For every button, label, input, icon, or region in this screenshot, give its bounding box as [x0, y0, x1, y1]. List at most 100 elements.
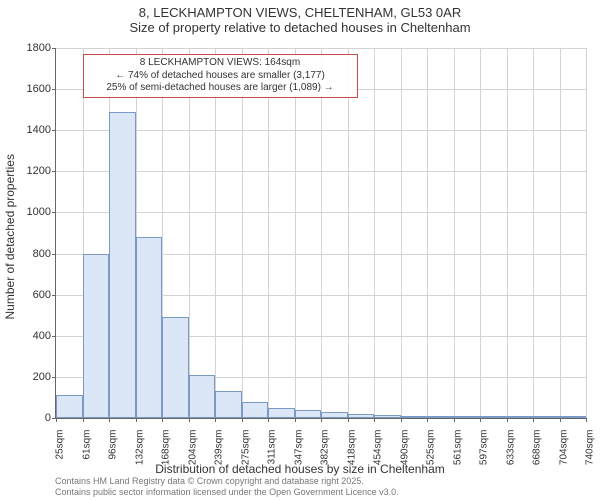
x-tick-mark: [480, 418, 481, 422]
title-line-2: Size of property relative to detached ho…: [0, 20, 600, 35]
x-tick-label: 25sqm: [55, 430, 66, 460]
x-tick-label: 740sqm: [585, 430, 596, 466]
chart-container: 8, LECKHAMPTON VIEWS, CHELTENHAM, GL53 0…: [0, 0, 600, 500]
x-tick-label: 204sqm: [187, 430, 198, 466]
x-tick-mark: [533, 418, 534, 422]
y-tick-label: 1200: [27, 165, 56, 177]
x-tick-mark: [401, 418, 402, 422]
histogram-bar: [454, 416, 481, 418]
annotation-box: 8 LECKHAMPTON VIEWS: 164sqm ← 74% of det…: [83, 54, 358, 98]
x-tick-mark: [560, 418, 561, 422]
title-line-1: 8, LECKHAMPTON VIEWS, CHELTENHAM, GL53 0…: [0, 5, 600, 20]
x-tick-label: 668sqm: [532, 430, 543, 466]
x-tick-mark: [507, 418, 508, 422]
grid-line: [507, 48, 508, 418]
x-tick-label: 239sqm: [214, 430, 225, 466]
y-tick-label: 1800: [27, 42, 56, 54]
x-tick-mark: [321, 418, 322, 422]
grid-line: [480, 48, 481, 418]
y-tick-label: 1600: [27, 83, 56, 95]
y-tick-label: 400: [33, 330, 56, 342]
grid-line: [427, 48, 428, 418]
grid-line: [348, 48, 349, 418]
grid-line: [533, 48, 534, 418]
x-tick-mark: [586, 418, 587, 422]
histogram-bar: [507, 416, 534, 418]
histogram-bar: [427, 416, 454, 418]
x-tick-label: 454sqm: [373, 430, 384, 466]
grid-line: [374, 48, 375, 418]
x-tick-mark: [136, 418, 137, 422]
grid-line: [268, 48, 269, 418]
x-tick-label: 418sqm: [346, 430, 357, 466]
footer-line-1: Contains HM Land Registry data © Crown c…: [55, 476, 399, 487]
x-tick-mark: [56, 418, 57, 422]
x-tick-label: 311sqm: [267, 430, 278, 465]
histogram-bar: [295, 410, 322, 418]
y-tick-label: 0: [45, 412, 56, 424]
x-tick-label: 525sqm: [426, 430, 437, 466]
x-tick-mark: [109, 418, 110, 422]
histogram-bar: [321, 412, 348, 418]
x-tick-label: 382sqm: [320, 430, 331, 466]
y-tick-label: 1000: [27, 206, 56, 218]
plot-area: 02004006008001000120014001600180025sqm61…: [55, 48, 586, 419]
y-axis-label: Number of detached properties: [3, 85, 17, 250]
x-tick-label: 633sqm: [505, 430, 516, 466]
x-tick-label: 490sqm: [399, 430, 410, 466]
x-tick-label: 132sqm: [134, 430, 145, 466]
histogram-bar: [560, 416, 587, 418]
x-tick-label: 561sqm: [452, 430, 463, 466]
x-tick-mark: [162, 418, 163, 422]
grid-line: [560, 48, 561, 418]
grid-line: [189, 48, 190, 418]
x-tick-mark: [427, 418, 428, 422]
grid-line: [242, 48, 243, 418]
x-tick-mark: [268, 418, 269, 422]
y-tick-label: 600: [33, 289, 56, 301]
x-tick-mark: [215, 418, 216, 422]
histogram-bar: [480, 416, 507, 418]
histogram-bar: [348, 414, 375, 418]
histogram-bar: [83, 254, 110, 418]
histogram-bar: [109, 112, 136, 418]
annotation-line-3: 25% of semi-detached houses are larger (…: [88, 82, 353, 95]
x-tick-label: 275sqm: [240, 430, 251, 466]
grid-line: [586, 48, 587, 418]
y-tick-label: 1400: [27, 124, 56, 136]
x-tick-mark: [454, 418, 455, 422]
x-tick-mark: [295, 418, 296, 422]
x-axis-label: Distribution of detached houses by size …: [0, 462, 600, 476]
x-tick-label: 347sqm: [293, 430, 304, 466]
histogram-bar: [401, 416, 428, 418]
grid-line: [295, 48, 296, 418]
x-tick-label: 168sqm: [161, 430, 172, 466]
histogram-bar: [189, 375, 216, 418]
x-tick-mark: [83, 418, 84, 422]
x-tick-label: 597sqm: [479, 430, 490, 466]
y-tick-label: 800: [33, 248, 56, 260]
annotation-line-2: ← 74% of detached houses are smaller (3,…: [88, 70, 353, 83]
x-tick-mark: [348, 418, 349, 422]
histogram-bar: [268, 408, 295, 418]
chart-title: 8, LECKHAMPTON VIEWS, CHELTENHAM, GL53 0…: [0, 5, 600, 35]
grid-line: [321, 48, 322, 418]
histogram-bar: [162, 317, 189, 418]
x-tick-mark: [374, 418, 375, 422]
x-tick-mark: [189, 418, 190, 422]
histogram-bar: [533, 416, 560, 418]
x-tick-mark: [242, 418, 243, 422]
x-tick-label: 96sqm: [108, 430, 119, 460]
histogram-bar: [374, 415, 401, 418]
y-tick-label: 200: [33, 371, 56, 383]
footer: Contains HM Land Registry data © Crown c…: [55, 476, 399, 498]
annotation-line-1: 8 LECKHAMPTON VIEWS: 164sqm: [88, 57, 353, 70]
histogram-bar: [136, 237, 163, 418]
grid-line: [401, 48, 402, 418]
x-tick-label: 61sqm: [81, 430, 92, 460]
histogram-bar: [242, 402, 269, 418]
histogram-bar: [56, 395, 83, 418]
grid-line: [215, 48, 216, 418]
grid-line: [454, 48, 455, 418]
x-tick-label: 704sqm: [558, 430, 569, 466]
